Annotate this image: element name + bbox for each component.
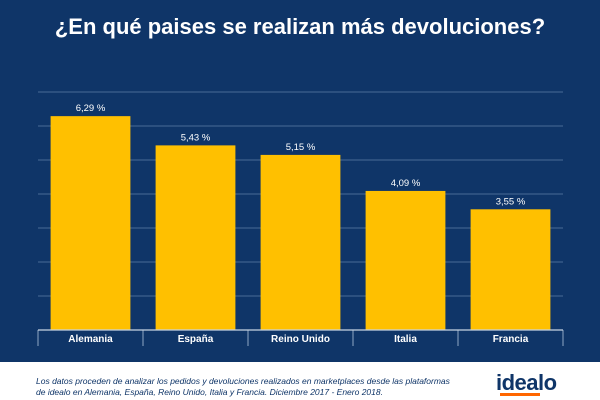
footnote: Los datos proceden de analizar los pedid… [36, 376, 450, 397]
logo-text: idealo [496, 370, 557, 395]
logo-underline [500, 393, 540, 396]
bar-chart: 6,29 % Alemania 5,43 % España 5,15 % Reino Un… [37, 91, 564, 346]
data-label: 5,15 % [286, 142, 316, 153]
data-label: 3,55 % [496, 196, 526, 207]
bar-italia [365, 190, 446, 330]
data-label: 6,29 % [76, 103, 106, 114]
bar-españa [155, 145, 236, 330]
bar-reino-unido [260, 154, 341, 330]
tick-label: Italia [394, 334, 417, 345]
tick-label: Alemania [68, 334, 113, 345]
bar-francia [470, 209, 551, 330]
tick-label: Francia [493, 334, 529, 345]
idealo-logo: idealo [496, 370, 566, 396]
data-label: 5,43 % [181, 132, 211, 143]
tick-label: España [178, 334, 214, 345]
bar-alemania [50, 116, 131, 330]
data-label: 4,09 % [391, 178, 421, 189]
chart-title: ¿En qué paises se realizan más devolucio… [54, 14, 546, 39]
tick-label: Reino Unido [271, 334, 330, 345]
